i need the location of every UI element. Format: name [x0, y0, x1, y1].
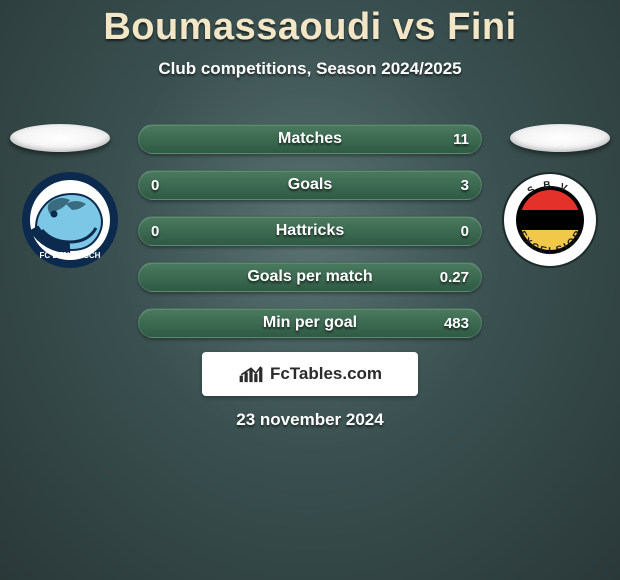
brand-text: FcTables.com: [270, 364, 382, 384]
stat-value-right: 3: [461, 171, 469, 199]
stat-label: Matches: [139, 125, 481, 153]
excelsior-crest-icon: S . B . V . E X C E L S I O R: [500, 170, 600, 270]
stats-rows: Matches 11 0 Goals 3 0 Hattricks 0 Goals…: [138, 124, 482, 354]
stat-value-right: 0: [461, 217, 469, 245]
stat-label: Goals per match: [139, 263, 481, 291]
bars-icon: [238, 363, 264, 385]
stat-row: 0 Goals 3: [138, 170, 482, 200]
comparison-card: Boumassaoudi vs Fini Club competitions, …: [0, 0, 620, 580]
stat-value-left: 0: [151, 217, 159, 245]
stat-value-left: 0: [151, 171, 159, 199]
svg-text:FC DEN BOSCH: FC DEN BOSCH: [40, 251, 101, 260]
stat-row: 0 Hattricks 0: [138, 216, 482, 246]
stat-value-right: 0.27: [440, 263, 469, 291]
date-label: 23 november 2024: [0, 410, 620, 430]
player-marker-left: [10, 124, 110, 152]
stat-value-right: 11: [453, 125, 469, 153]
stat-label: Min per goal: [139, 309, 481, 337]
player-marker-right: [510, 124, 610, 152]
club-crest-right: S . B . V . E X C E L S I O R: [500, 170, 600, 270]
stat-label: Hattricks: [139, 217, 481, 245]
club-crest-left: FC DEN BOSCH: [20, 170, 120, 270]
subtitle: Club competitions, Season 2024/2025: [0, 59, 620, 79]
stat-row: Goals per match 0.27: [138, 262, 482, 292]
page-title: Boumassaoudi vs Fini: [0, 0, 620, 49]
brand-badge: FcTables.com: [202, 352, 418, 396]
stat-row: Matches 11: [138, 124, 482, 154]
den-bosch-crest-icon: FC DEN BOSCH: [20, 170, 120, 270]
stat-label: Goals: [139, 171, 481, 199]
stat-value-right: 483: [444, 309, 469, 337]
stat-row: Min per goal 483: [138, 308, 482, 338]
